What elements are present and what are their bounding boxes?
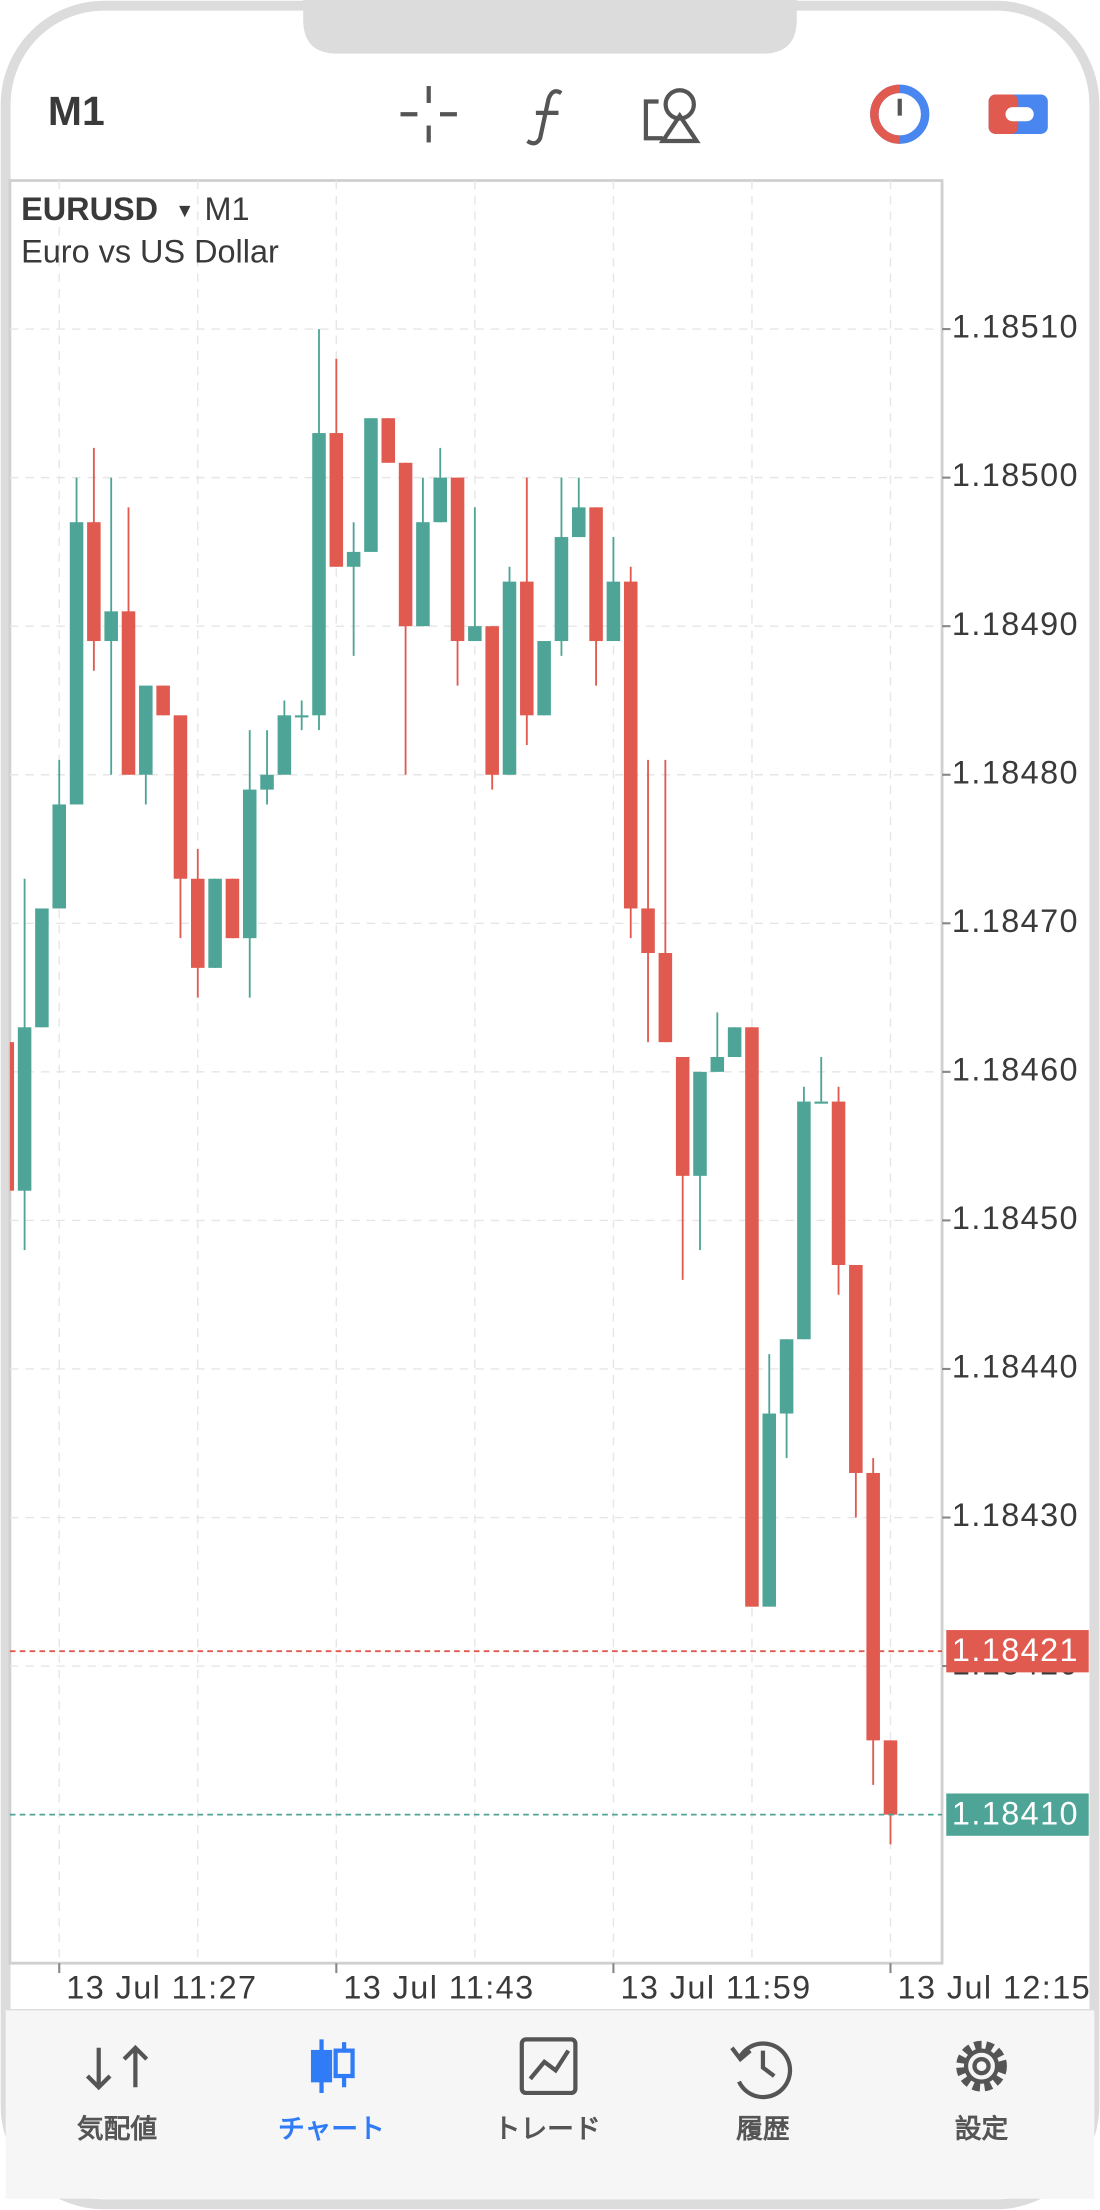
candle-body — [260, 774, 274, 790]
settings-icon[interactable] — [956, 2040, 1007, 2092]
candle-body — [797, 1101, 811, 1340]
candle-body — [208, 878, 222, 968]
trade-tab-icon[interactable] — [519, 2037, 578, 2096]
candle-body — [727, 1027, 742, 1058]
candle-body — [416, 522, 430, 627]
candle-body — [641, 908, 655, 954]
candle-body — [52, 804, 67, 909]
symbol-dropdown[interactable] — [179, 205, 191, 218]
candle-body — [658, 953, 673, 1043]
candle-body — [675, 1057, 690, 1176]
candle-body — [779, 1339, 794, 1414]
candle-body — [69, 522, 84, 805]
y-tick-label: 1.18440 — [952, 1349, 1079, 1385]
y-tick-label: 1.18470 — [952, 903, 1079, 939]
candle-body — [450, 477, 465, 642]
candle-body — [606, 581, 621, 642]
candle-body — [9, 1042, 15, 1191]
candle-body — [242, 789, 257, 939]
notch — [303, 0, 797, 54]
candle-body — [572, 507, 586, 538]
y-tick-label: 1.18510 — [952, 309, 1079, 345]
candle-body — [883, 1740, 898, 1815]
candle-body — [191, 878, 205, 968]
tab-label[interactable]: トレード — [494, 2114, 601, 2144]
indicator-icon[interactable] — [526, 89, 563, 146]
toolbar-timeframe[interactable]: M1 — [48, 88, 105, 134]
candle-body — [104, 611, 118, 642]
y-tick-label: 1.18480 — [952, 754, 1079, 790]
candle-body — [35, 908, 49, 1028]
candle-body — [346, 551, 361, 567]
candle-body — [762, 1413, 777, 1607]
x-tick-label: 13 Jul 11:43 — [343, 1970, 534, 2006]
price-label-box — [946, 1793, 1089, 1836]
candle-body — [831, 1101, 846, 1265]
candle-body — [537, 641, 551, 716]
candle-body — [329, 433, 344, 567]
candle-body — [17, 1027, 32, 1191]
candle-body — [623, 581, 638, 909]
history-icon[interactable] — [730, 2041, 793, 2100]
price-label-box — [946, 1630, 1089, 1673]
tab-label[interactable]: 気配値 — [77, 2113, 158, 2144]
y-tick-label: 1.18460 — [952, 1051, 1079, 1087]
plot — [9, 180, 943, 1964]
candle-body — [589, 507, 603, 642]
candle-body — [312, 433, 326, 716]
x-tick-label: 13 Jul 12:15 — [898, 1970, 1092, 2006]
y-tick-label: 1.18490 — [952, 606, 1079, 642]
candle-body — [520, 581, 534, 716]
candle-body — [485, 626, 499, 775]
candle-body — [225, 878, 240, 939]
candle-body — [502, 581, 517, 775]
candle-body — [693, 1071, 707, 1176]
candle-body — [294, 715, 309, 718]
y-tick-label: 1.18430 — [952, 1497, 1079, 1533]
price-label: 1.18410 — [952, 1796, 1079, 1832]
price-label: 1.18421 — [952, 1632, 1079, 1668]
candle-body — [364, 418, 378, 552]
candle-body — [814, 1101, 828, 1104]
chart: 1.184201.184301.184401.184501.184601.184… — [8, 179, 1092, 2006]
trade-icon[interactable] — [988, 94, 1048, 134]
candle-body — [710, 1057, 725, 1072]
x-tick-label: 13 Jul 11:59 — [620, 1970, 811, 2006]
tab-label[interactable]: 設定 — [955, 2113, 1009, 2144]
candle-body — [156, 685, 170, 716]
symbol[interactable]: EURUSD — [21, 191, 158, 227]
candle-body — [87, 522, 101, 642]
candle-body — [173, 715, 188, 879]
candle-body — [139, 685, 153, 775]
account-icon[interactable] — [870, 84, 930, 144]
x-tick-label: 13 Jul 11:27 — [66, 1970, 257, 2006]
candle-body — [433, 477, 447, 523]
candle-body — [398, 462, 413, 627]
chart-timeframe: M1 — [204, 191, 249, 227]
y-tick-label: 1.18450 — [952, 1200, 1079, 1236]
candle-body — [381, 418, 396, 463]
candle-body — [745, 1027, 759, 1607]
objects-icon[interactable] — [643, 88, 701, 144]
tab-label[interactable]: チャート — [278, 2114, 385, 2144]
candle-body — [468, 626, 482, 642]
symbol-description: Euro vs US Dollar — [21, 233, 279, 269]
quotes-icon[interactable] — [85, 2044, 149, 2091]
chart-icon[interactable] — [310, 2039, 355, 2093]
candle-body — [554, 537, 569, 642]
candle-body — [121, 611, 136, 775]
tab-label[interactable]: 履歴 — [736, 2114, 790, 2144]
y-tick-label: 1.18500 — [952, 457, 1079, 493]
candle-body — [277, 715, 292, 775]
crosshair-icon[interactable] — [400, 86, 457, 143]
candle-body — [849, 1264, 863, 1473]
candle-body — [866, 1472, 880, 1741]
